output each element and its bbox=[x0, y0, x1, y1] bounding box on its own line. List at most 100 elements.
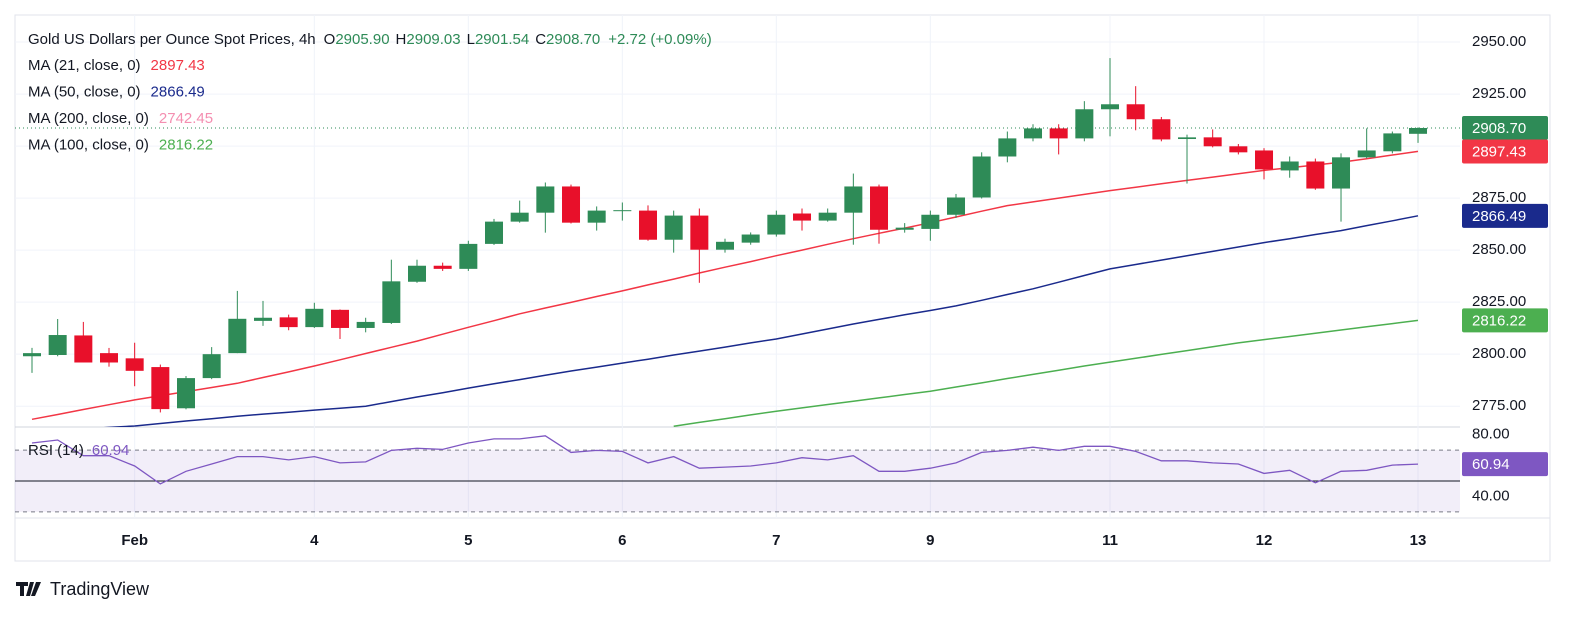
candle-body bbox=[1075, 109, 1094, 139]
candle-body bbox=[870, 186, 889, 230]
candle-body bbox=[151, 367, 170, 410]
x-tick-label: 9 bbox=[926, 532, 934, 549]
candle-body bbox=[356, 321, 375, 328]
candle-body bbox=[1229, 146, 1248, 153]
ma-value: 2897.43 bbox=[151, 57, 205, 74]
rsi-tick-label: 80.00 bbox=[1472, 426, 1510, 443]
candle-body bbox=[382, 281, 401, 323]
candle-body bbox=[793, 213, 812, 221]
candle-body bbox=[741, 234, 760, 243]
candle-body bbox=[844, 186, 863, 213]
y-tick-label: 2875.00 bbox=[1472, 189, 1526, 206]
ohlc-value: 2905.90 bbox=[335, 31, 389, 48]
candle-body bbox=[1280, 161, 1299, 171]
ma-legend: MA (100, close, 0) 2816.22 bbox=[28, 136, 213, 153]
candle-body bbox=[1101, 104, 1120, 110]
candle-body bbox=[1332, 157, 1351, 189]
x-tick-label: 5 bbox=[464, 532, 472, 549]
candle-body bbox=[1255, 150, 1274, 170]
rsi-tick-label: 40.00 bbox=[1472, 487, 1510, 504]
ohlc-label: L bbox=[467, 31, 475, 48]
candle-body bbox=[690, 215, 709, 250]
y-tick-label: 2825.00 bbox=[1472, 293, 1526, 310]
candle-body bbox=[664, 215, 683, 240]
ma-price-tag-bg bbox=[1462, 308, 1548, 333]
candle-body bbox=[1049, 128, 1068, 139]
ma-name: MA (50, close, 0) bbox=[28, 83, 141, 100]
rsi-value: 60.94 bbox=[92, 442, 130, 459]
brand-name: TradingView bbox=[50, 579, 150, 599]
candle-body bbox=[818, 212, 837, 221]
price-pane bbox=[15, 41, 1460, 427]
rsi-legend: RSI (14) 60.94 bbox=[28, 442, 129, 459]
candle-body bbox=[562, 186, 581, 223]
x-tick-label: 7 bbox=[772, 532, 780, 549]
candle-body bbox=[1178, 137, 1197, 140]
ma-price-tag-bg bbox=[1462, 139, 1548, 164]
ma-value: 2816.22 bbox=[159, 136, 213, 153]
candle-body bbox=[510, 212, 529, 222]
y-tick-label: 2950.00 bbox=[1472, 33, 1526, 50]
candle-body bbox=[23, 353, 41, 357]
candle-body bbox=[1306, 161, 1325, 189]
candle-body bbox=[48, 335, 67, 356]
y-tick-label: 2800.00 bbox=[1472, 345, 1526, 362]
candle-body bbox=[536, 186, 555, 213]
last-price-tag: 2908.70 bbox=[1472, 120, 1526, 137]
ma-name: MA (100, close, 0) bbox=[28, 136, 149, 153]
candle-body bbox=[947, 197, 966, 215]
x-tick-label: 11 bbox=[1102, 532, 1118, 549]
rsi-pane bbox=[15, 435, 1460, 513]
y-tick-label: 2850.00 bbox=[1472, 241, 1526, 258]
ohlc-value: 2901.54 bbox=[475, 31, 529, 48]
candle-body bbox=[485, 221, 504, 244]
candle-body bbox=[587, 210, 606, 223]
ohlc-value: 2909.03 bbox=[406, 31, 460, 48]
rsi-tag: 60.94 bbox=[1472, 456, 1510, 473]
ohlc-label: O bbox=[324, 31, 336, 48]
footer: TradingView bbox=[16, 579, 150, 599]
ma-price-tag: 2816.22 bbox=[1472, 312, 1526, 329]
candle-body bbox=[613, 210, 632, 212]
y-tick-label: 2925.00 bbox=[1472, 85, 1526, 102]
candle-body bbox=[1203, 137, 1222, 147]
candle-body bbox=[1383, 133, 1402, 152]
rsi-tag-bg bbox=[1462, 452, 1548, 477]
ma-name: MA (21, close, 0) bbox=[28, 57, 141, 74]
chart-header: Gold US Dollars per Ounce Spot Prices, 4… bbox=[28, 31, 712, 48]
candle-body bbox=[1409, 127, 1428, 134]
ma-price-tag-bg bbox=[1462, 203, 1548, 228]
ma-legend: MA (200, close, 0) 2742.45 bbox=[28, 110, 213, 127]
ma-line bbox=[103, 215, 1419, 427]
ohlc-label: C bbox=[535, 31, 546, 48]
candle-body bbox=[972, 156, 991, 198]
x-tick-label: 4 bbox=[310, 532, 319, 549]
ma-line bbox=[673, 319, 1419, 427]
ohlc-label: H bbox=[396, 31, 407, 48]
x-tick-label: 13 bbox=[1410, 532, 1427, 549]
candle-body bbox=[716, 241, 735, 250]
candle-body bbox=[433, 265, 452, 269]
candle-body bbox=[998, 138, 1017, 157]
candle-body bbox=[639, 210, 658, 240]
ma-price-tag: 2866.49 bbox=[1472, 208, 1526, 225]
candle-body bbox=[100, 353, 119, 363]
candle-body bbox=[74, 335, 93, 363]
x-tick-label: Feb bbox=[121, 532, 148, 549]
change: +2.72 (+0.09%) bbox=[608, 31, 711, 48]
last-price-tag-bg bbox=[1462, 115, 1548, 140]
candle-body bbox=[1152, 119, 1171, 140]
candle-body bbox=[177, 378, 196, 409]
candle-body bbox=[254, 317, 273, 321]
candle-body bbox=[1024, 128, 1043, 139]
chart-title: Gold US Dollars per Ounce Spot Prices, 4… bbox=[28, 31, 316, 48]
candle-body bbox=[305, 308, 324, 328]
ohlc-value: 2908.70 bbox=[546, 31, 600, 48]
ma-price-tag: 2897.43 bbox=[1472, 143, 1526, 160]
candle-body bbox=[767, 214, 786, 235]
candle-body bbox=[408, 265, 427, 282]
x-tick-label: 6 bbox=[618, 532, 626, 549]
candle-body bbox=[921, 214, 940, 229]
